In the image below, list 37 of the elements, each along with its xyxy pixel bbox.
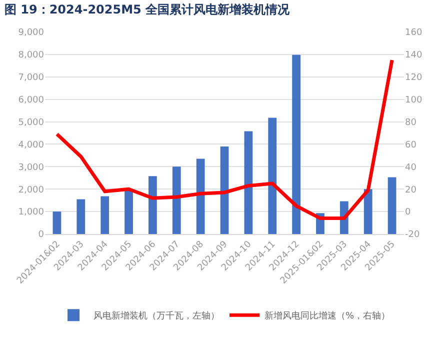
bar [244, 131, 253, 234]
y2-tick-label: 0 [405, 208, 411, 218]
bar [124, 189, 133, 234]
y-tick-label: 9,000 [18, 28, 44, 38]
y2-tick-label: 80 [405, 118, 417, 128]
y2-tick-label: -20 [405, 230, 420, 240]
y-tick-label: 7,000 [18, 73, 44, 84]
bar [76, 199, 86, 234]
y-tick-label: 6,000 [18, 95, 44, 106]
y-tick-label: 5,000 [18, 118, 44, 128]
bar [268, 118, 277, 234]
y2-tick-label: 60 [405, 140, 417, 150]
y2-tick-label: 40 [405, 162, 417, 173]
y2-tick-label: 100 [405, 95, 422, 106]
y2-tick-label: 140 [405, 50, 422, 61]
bar [100, 196, 110, 234]
bar [196, 158, 205, 234]
legend-label: 新增风电同比增速（%，右轴） [264, 310, 390, 322]
y-tick-label: 4,000 [18, 140, 44, 150]
y-tick-label: 8,000 [18, 50, 44, 61]
bar [172, 166, 181, 234]
y2-tick-label: 160 [405, 28, 422, 38]
bar [220, 146, 229, 234]
y2-tick-label: 120 [405, 73, 422, 84]
bar [52, 212, 62, 234]
y-tick-label: 3,000 [18, 162, 44, 173]
y-tick-label: 0 [38, 230, 44, 240]
y2-tick-label: 20 [405, 185, 417, 196]
bar [364, 189, 372, 234]
line-series [55, 58, 394, 220]
bar [148, 176, 157, 234]
chart-title: 图 19：2024-2025M5 全国累计风电新增装机情况 [4, 2, 291, 17]
bar [388, 177, 396, 234]
y-tick-label: 2,000 [18, 185, 44, 196]
legend-label: 风电新增装机（万千瓦，左轴） [94, 310, 220, 322]
bar [292, 54, 300, 234]
y-tick-label: 1,000 [18, 208, 44, 218]
